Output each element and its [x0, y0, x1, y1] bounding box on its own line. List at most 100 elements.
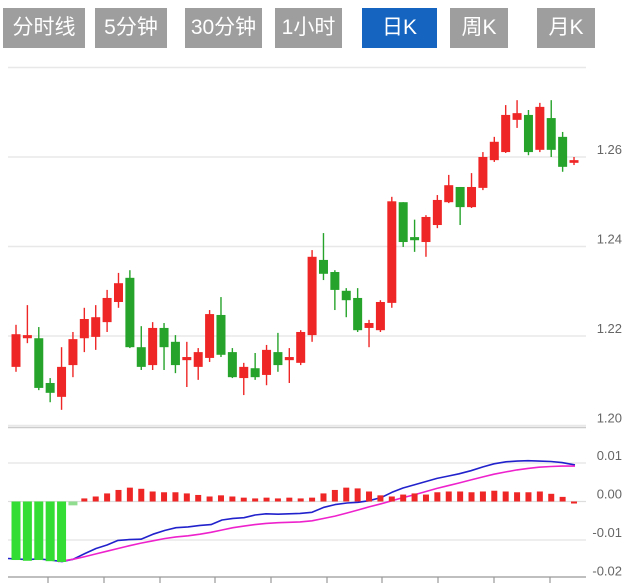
candle-body [467, 186, 477, 208]
candle-body [341, 290, 351, 301]
macd-bar-red [115, 489, 122, 502]
macd-bar-red [411, 493, 418, 502]
candle-up [284, 348, 294, 383]
candle-body [501, 114, 511, 153]
candle-body [113, 283, 123, 302]
candle-down [125, 270, 135, 349]
price-axis-label: 1.26 [597, 142, 622, 157]
macd-bar-red [331, 489, 338, 502]
candle-up [501, 105, 511, 153]
candle-body [182, 357, 192, 361]
macd-bar-red [354, 488, 361, 502]
tab-daily-k[interactable]: 日K [362, 8, 437, 48]
candle-up [375, 300, 385, 332]
macd-bar-red [377, 495, 384, 502]
candle-up [68, 331, 78, 378]
candle-body [523, 114, 533, 153]
candle-body [307, 256, 317, 336]
macd-bar-red [104, 493, 111, 502]
price-axis-labels: 1.26 1.24 1.22 1.20 [597, 142, 622, 426]
macd-bar-red [195, 494, 202, 502]
candle-up [91, 305, 101, 350]
candle-down [410, 219, 420, 252]
candle-body [148, 327, 158, 366]
candle-down [227, 348, 237, 379]
macd-bar-red [206, 496, 213, 502]
candle-up [387, 196, 397, 308]
candle-body [273, 352, 283, 366]
candle-body [216, 314, 226, 355]
candle-down [341, 288, 351, 318]
candle-body [102, 297, 112, 323]
candle-body [34, 338, 44, 388]
candle-up [113, 272, 123, 308]
candle-down [34, 327, 44, 391]
candles-layer [11, 100, 579, 410]
candle-body [558, 136, 568, 167]
macd-bar-red [559, 496, 566, 502]
macd-bar-red [149, 491, 156, 502]
macd-bar-green [57, 501, 67, 562]
candle-up [182, 341, 192, 388]
candle-down [159, 323, 169, 371]
candle-body [478, 157, 488, 188]
candle-body [136, 347, 146, 367]
macd-bar-red [388, 496, 395, 502]
macd-bar-red [81, 498, 88, 502]
candle-body [318, 259, 328, 274]
macd-bar-red [479, 491, 486, 502]
macd-bar-red [286, 497, 293, 502]
candle-body [57, 366, 67, 397]
candle-body [364, 323, 374, 328]
candle-body [79, 318, 89, 339]
tab-weekly-k[interactable]: 周K [450, 8, 508, 48]
macd-bar-red [274, 498, 281, 502]
candle-up [57, 347, 67, 410]
macd-bar-green [22, 501, 32, 561]
candle-body [330, 272, 340, 290]
macd-axis-label: 0.00 [597, 487, 622, 502]
macd-bar-red [502, 491, 509, 502]
candle-body [410, 237, 420, 241]
candle-up [296, 330, 306, 366]
macd-bar-red [343, 487, 350, 502]
candle-down [546, 100, 556, 157]
macd-bar-red [468, 492, 475, 502]
candle-down [523, 110, 533, 156]
candle-up [205, 310, 215, 362]
candle-body [45, 382, 55, 393]
candle-up [102, 289, 112, 332]
candle-down [216, 297, 226, 358]
macd-axis-label: -0.02 [592, 564, 622, 579]
macd-bar-red [548, 493, 555, 502]
candle-down [170, 335, 180, 374]
tab-30min[interactable]: 30分钟 [185, 8, 262, 48]
tab-1hour[interactable]: 1小时 [275, 8, 342, 48]
macd-bar-green [11, 501, 21, 561]
macd-bar-red [297, 498, 304, 502]
candle-down [455, 186, 465, 226]
candle-up [512, 100, 522, 128]
candle-up [489, 136, 499, 162]
candle-up [364, 319, 374, 348]
interval-tabbar: 分时线 5分钟 30分钟 1小时 日K 周K 月K [0, 0, 643, 56]
candle-body [159, 327, 169, 348]
candle-up [432, 195, 442, 229]
candle-body [353, 297, 363, 331]
candle-up [22, 305, 32, 344]
tab-monthly-k[interactable]: 月K [537, 8, 595, 48]
candle-body [569, 160, 579, 163]
tab-5min[interactable]: 5分钟 [95, 8, 167, 48]
tab-timeline[interactable]: 分时线 [3, 8, 85, 48]
price-axis-label: 1.24 [597, 232, 622, 247]
candle-body [125, 277, 135, 348]
candle-body [68, 339, 78, 366]
macd-bar-red [263, 497, 270, 502]
macd-histogram [11, 487, 578, 562]
macd-bar-red [229, 496, 236, 502]
macd-bar-red [536, 491, 543, 502]
candle-body [239, 366, 249, 379]
candle-up [307, 250, 317, 342]
macd-bar-red [400, 494, 407, 502]
